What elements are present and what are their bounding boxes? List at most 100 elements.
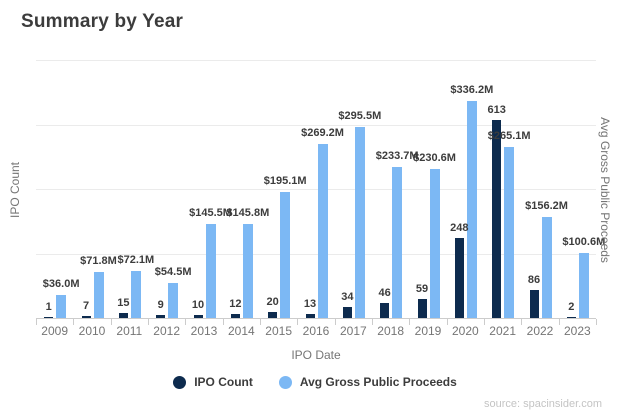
bar-ipo-count-2009[interactable]	[44, 317, 54, 318]
x-axis-title: IPO Date	[291, 348, 341, 362]
value-label-avg-proceeds-2019: $230.6M	[413, 152, 456, 165]
gridline	[36, 253, 596, 255]
bar-ipo-count-2013[interactable]	[193, 314, 203, 318]
value-label-avg-proceeds-2015: $195.1M	[263, 175, 307, 188]
x-axis-tick	[596, 319, 597, 325]
bar-ipo-count-2012[interactable]	[156, 315, 166, 318]
bar-avg-proceeds-2014[interactable]	[242, 223, 253, 318]
x-tick-label-2014: 2014	[227, 324, 255, 338]
bar-ipo-count-2015[interactable]	[268, 311, 278, 318]
bar-ipo-count-2021[interactable]	[492, 120, 502, 318]
x-tick-label-2017: 2017	[339, 324, 367, 338]
x-tick-label-2009: 2009	[41, 324, 68, 338]
x-tick-label-2021: 2021	[489, 324, 516, 338]
value-label-ipo-count-2022: 86	[527, 274, 541, 287]
bar-avg-proceeds-2009[interactable]	[56, 294, 67, 318]
value-label-ipo-count-2014: 12	[229, 298, 242, 311]
x-tick-label-2016: 2016	[302, 324, 330, 338]
value-label-ipo-count-2012: 9	[157, 299, 164, 312]
x-axis-tick	[484, 319, 485, 325]
x-tick-label-2020: 2020	[451, 324, 479, 338]
x-tick-label-2019: 2019	[414, 324, 442, 338]
bar-avg-proceeds-2019[interactable]	[429, 169, 440, 318]
value-label-ipo-count-2016: 13	[303, 297, 317, 310]
value-label-avg-proceeds-2018: $233.7M	[375, 150, 419, 163]
x-tick-label-2011: 2011	[116, 324, 143, 338]
value-label-avg-proceeds-2012: $54.5M	[154, 265, 192, 278]
y-axis-title-right: Avg Gross Public Proceeds	[598, 117, 612, 263]
chart-legend: IPO Count Avg Gross Public Proceeds	[0, 375, 630, 389]
x-axis-tick	[222, 319, 224, 325]
x-tick-label-2022: 2022	[526, 324, 554, 338]
legend-label-avg-proceeds: Avg Gross Public Proceeds	[299, 375, 457, 389]
value-label-ipo-count-2021: 613	[487, 104, 506, 117]
gridline	[36, 189, 596, 190]
bar-avg-proceeds-2022[interactable]	[541, 217, 552, 318]
source-credit: source: spacinsider.com	[484, 398, 602, 410]
x-axis-tick	[148, 319, 149, 325]
bar-avg-proceeds-2013[interactable]	[205, 224, 216, 318]
value-label-avg-proceeds-2014: $145.8M	[226, 206, 270, 219]
value-label-ipo-count-2015: 20	[266, 295, 279, 308]
value-label-avg-proceeds-2013: $145.5M	[189, 207, 232, 220]
value-label-avg-proceeds-2011: $72.1M	[117, 254, 155, 267]
bar-avg-proceeds-2021[interactable]	[504, 147, 515, 318]
chart-title: Summary by Year	[21, 11, 184, 32]
legend-dot-ipo-count	[173, 375, 187, 389]
gridline	[36, 124, 596, 126]
legend-label-ipo-count: IPO Count	[194, 375, 253, 389]
value-label-avg-proceeds-2017: $295.5M	[338, 110, 382, 123]
bar-avg-proceeds-2011[interactable]	[130, 271, 141, 318]
bar-avg-proceeds-2017[interactable]	[354, 127, 365, 318]
value-label-avg-proceeds-2022: $156.2M	[525, 200, 568, 213]
x-axis-tick	[521, 319, 523, 325]
bar-avg-proceeds-2016[interactable]	[317, 144, 328, 318]
value-label-avg-proceeds-2009: $36.0M	[42, 277, 80, 290]
value-label-ipo-count-2019: 59	[415, 282, 429, 295]
bar-ipo-count-2016[interactable]	[305, 313, 315, 318]
x-axis-line	[36, 318, 596, 319]
bar-avg-proceeds-2015[interactable]	[280, 192, 291, 318]
value-label-ipo-count-2013: 10	[191, 298, 205, 311]
x-axis-tick	[558, 319, 560, 325]
x-tick-label-2013: 2013	[190, 324, 218, 338]
value-label-ipo-count-2010: 7	[82, 299, 90, 312]
x-axis-tick	[185, 319, 187, 325]
value-label-avg-proceeds-2023: $100.6M	[562, 236, 606, 249]
bar-ipo-count-2022[interactable]	[529, 290, 539, 318]
value-label-avg-proceeds-2016: $269.2M	[301, 127, 344, 140]
value-label-ipo-count-2018: 46	[378, 287, 391, 300]
legend-dot-avg-proceeds	[278, 375, 292, 389]
x-tick-label-2023: 2023	[563, 324, 591, 338]
value-label-ipo-count-2023: 2	[568, 301, 575, 313]
x-tick-label-2015: 2015	[265, 324, 292, 338]
x-axis-tick	[73, 319, 75, 325]
x-tick-label-2012: 2012	[153, 324, 180, 338]
bar-ipo-count-2014[interactable]	[230, 314, 240, 318]
value-label-ipo-count-2017: 34	[341, 291, 354, 304]
x-axis-tick	[36, 319, 37, 325]
x-tick-label-2010: 2010	[78, 324, 106, 338]
bar-ipo-count-2010[interactable]	[81, 315, 91, 318]
bar-ipo-count-2019[interactable]	[417, 298, 427, 318]
value-label-avg-proceeds-2020: $336.2M	[450, 84, 494, 97]
bar-ipo-count-2017[interactable]	[342, 307, 352, 318]
bar-avg-proceeds-2012[interactable]	[168, 282, 179, 318]
bar-avg-proceeds-2018[interactable]	[392, 167, 403, 318]
bar-ipo-count-2023[interactable]	[566, 317, 576, 318]
value-label-ipo-count-2009: 1	[45, 301, 52, 313]
bar-avg-proceeds-2010[interactable]	[93, 271, 104, 318]
legend-item-ipo-count[interactable]: IPO Count	[173, 375, 253, 389]
x-axis-tick	[446, 319, 448, 325]
value-label-ipo-count-2020: 248	[450, 222, 469, 235]
bar-avg-proceeds-2023[interactable]	[578, 253, 589, 318]
bar-avg-proceeds-2020[interactable]	[466, 101, 477, 318]
legend-item-avg-proceeds[interactable]: Avg Gross Public Proceeds	[278, 375, 457, 389]
x-axis-tick	[372, 319, 373, 325]
bar-ipo-count-2018[interactable]	[380, 303, 390, 318]
gridline	[36, 60, 596, 61]
value-label-ipo-count-2011: 15	[117, 297, 130, 310]
bar-ipo-count-2011[interactable]	[118, 313, 128, 318]
bar-ipo-count-2020[interactable]	[454, 238, 464, 318]
